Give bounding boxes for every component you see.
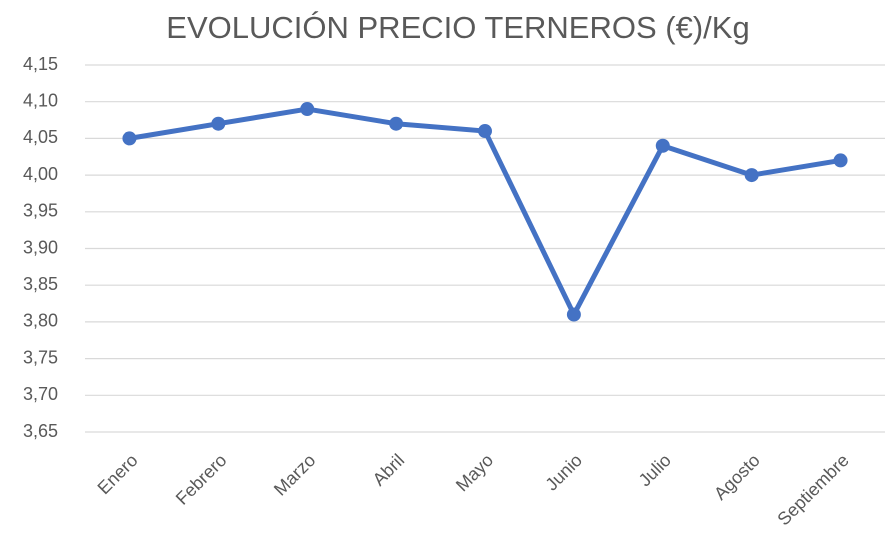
- x-tick-label: Mayo: [452, 450, 497, 495]
- marker: [122, 131, 137, 146]
- marker: [833, 153, 848, 168]
- x-tick-label: Enero: [94, 450, 142, 498]
- x-tick-label: Julio: [635, 450, 675, 490]
- y-tick-label: 4,10: [23, 90, 58, 110]
- marker: [744, 168, 759, 183]
- x-tick-label: Marzo: [270, 450, 320, 500]
- y-tick-label: 3,75: [23, 347, 58, 367]
- x-tick-label: Agosto: [710, 450, 764, 504]
- y-tick-label: 3,95: [23, 201, 58, 221]
- y-tick-label: 4,05: [23, 127, 58, 147]
- x-tick-label: Febrero: [172, 450, 231, 509]
- y-tick-label: 3,80: [23, 311, 58, 331]
- y-tick-label: 4,15: [23, 54, 58, 74]
- marker: [655, 138, 670, 153]
- y-tick-label: 3,65: [23, 421, 58, 441]
- y-tick-label: 3,70: [23, 384, 58, 404]
- y-tick-label: 3,85: [23, 274, 58, 294]
- x-tick-label: Junio: [542, 450, 587, 495]
- marker: [389, 116, 404, 131]
- marker: [300, 102, 315, 117]
- marker: [211, 116, 226, 131]
- marker: [566, 307, 581, 322]
- y-tick-label: 4,00: [23, 164, 58, 184]
- marker: [478, 124, 492, 139]
- x-tick-label: Septiembre: [774, 450, 853, 529]
- chart-title: EVOLUCIÓN PRECIO TERNEROS (€)/Kg: [166, 10, 749, 45]
- x-tick-label: Abril: [369, 450, 409, 490]
- y-tick-label: 3,90: [23, 237, 58, 257]
